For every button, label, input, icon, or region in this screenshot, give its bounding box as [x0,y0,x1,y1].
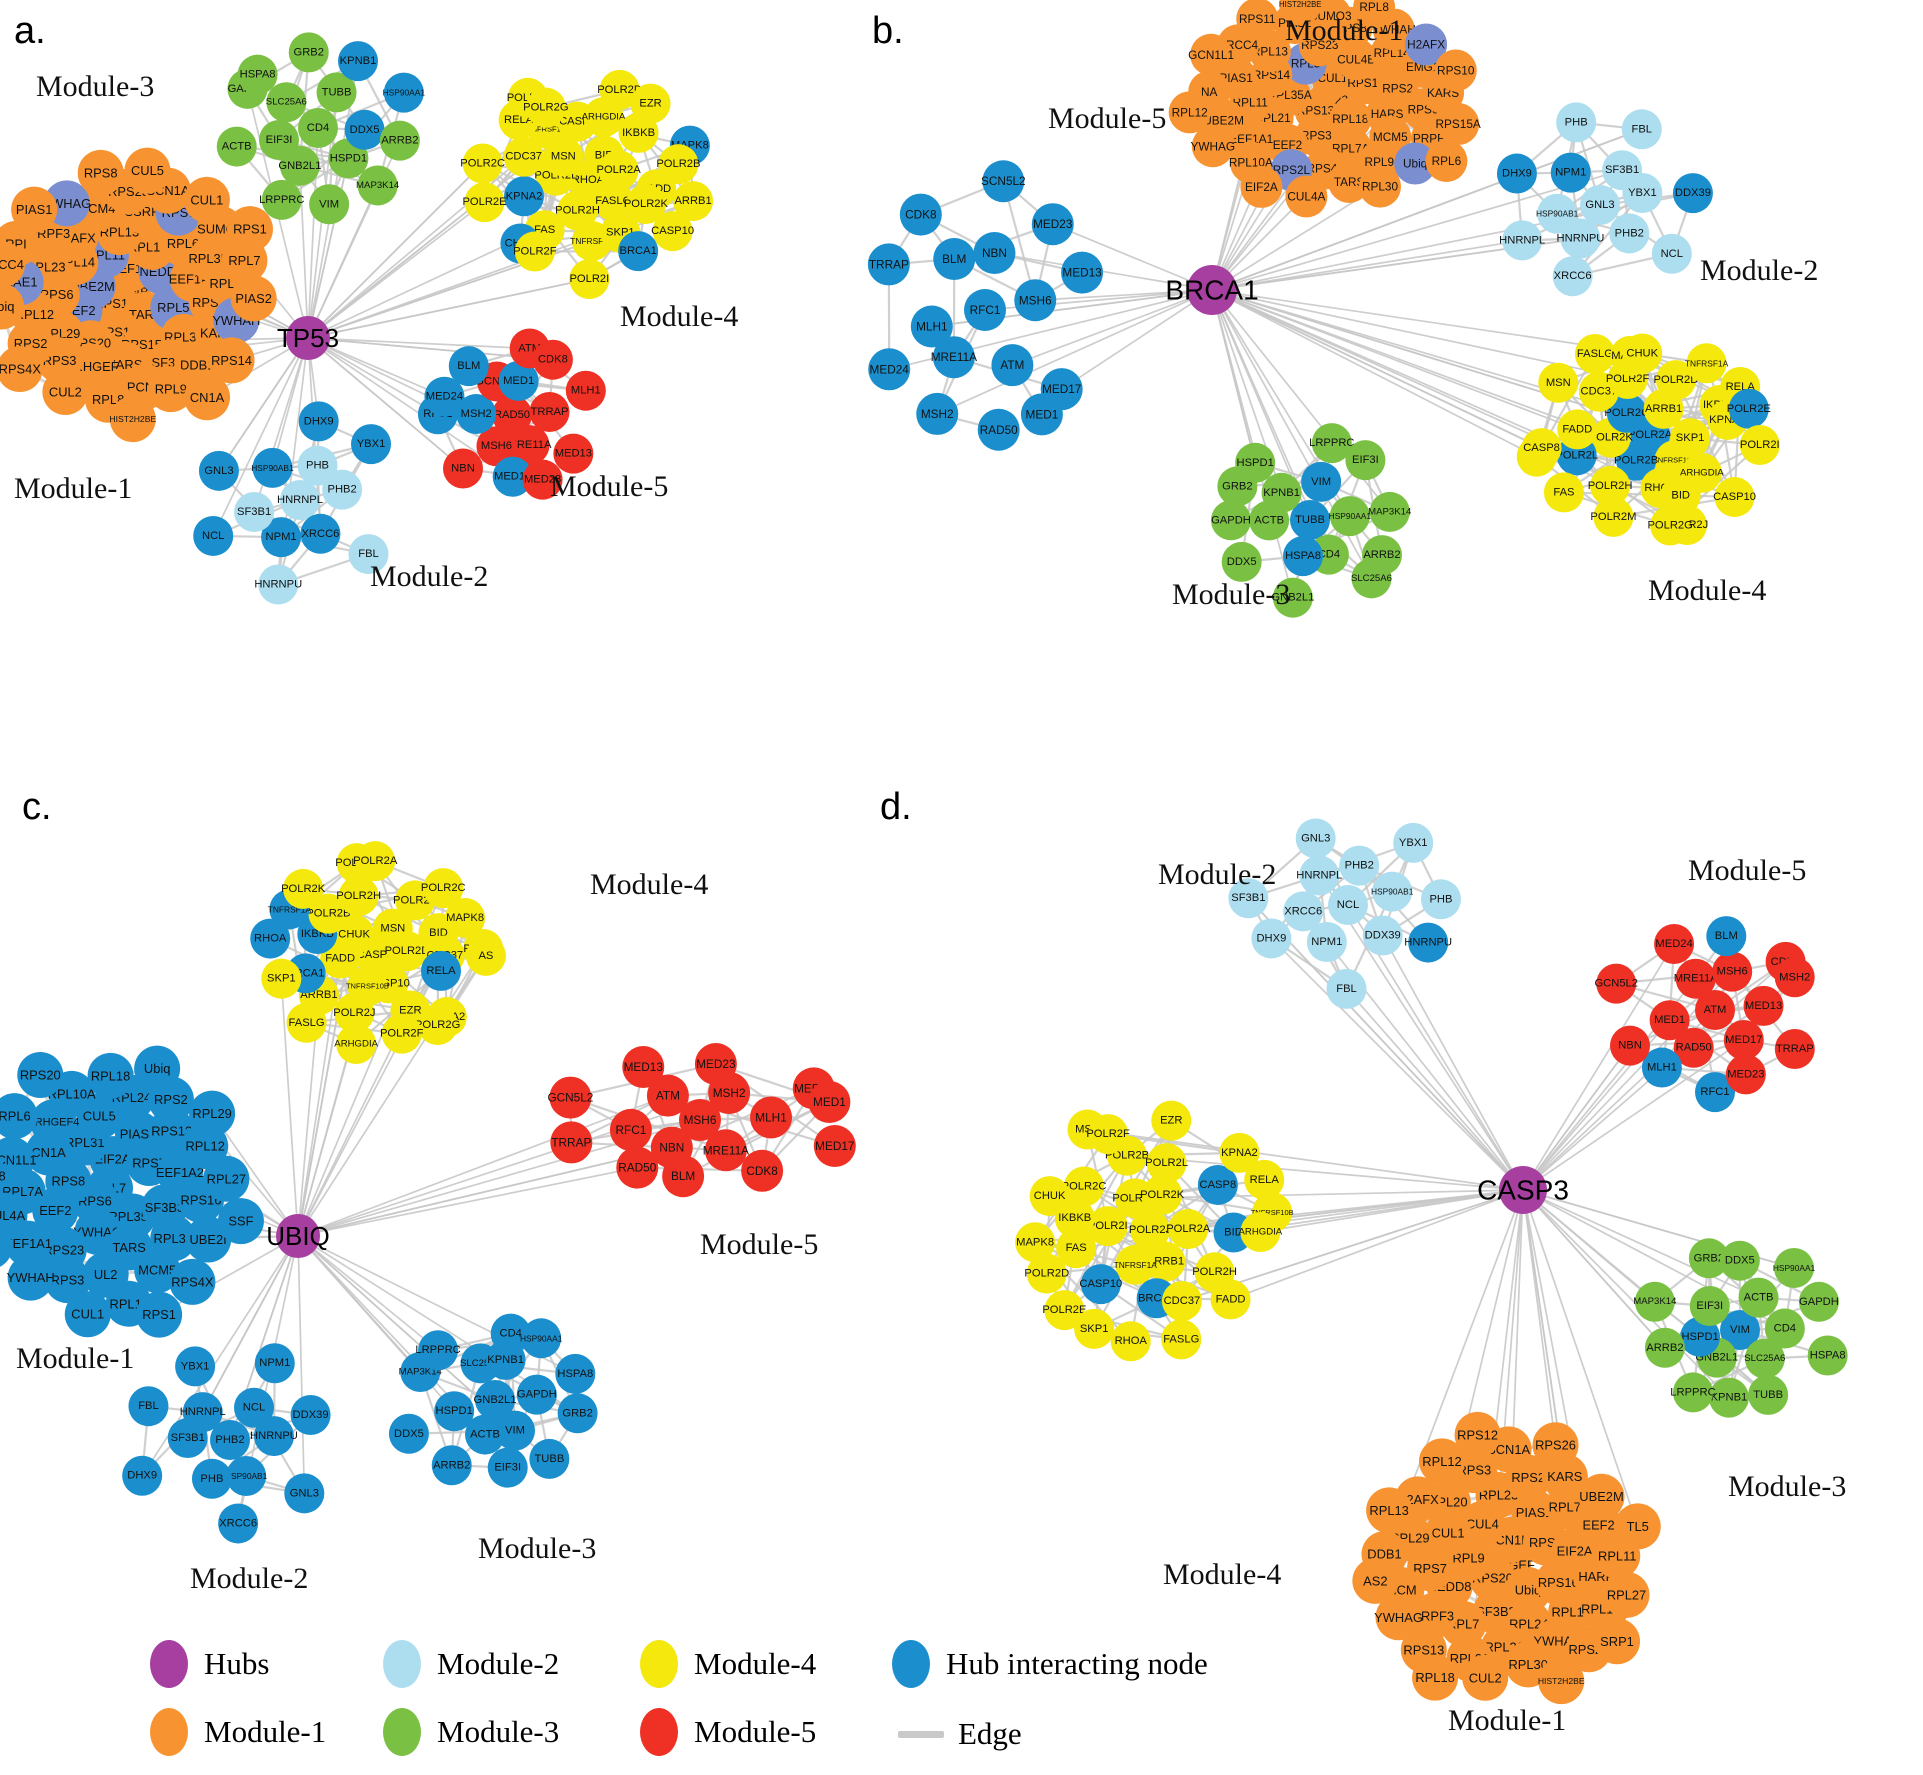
legend-label-hub-interacting-node: Hub interacting node [946,1646,1208,1681]
legend-item-module3: Module-3 [383,1708,559,1756]
legend-item-module5: Module-5 [640,1708,816,1756]
module-label-d-3: Module-3 [1728,1470,1847,1503]
module-label-c-4: Module-4 [590,868,709,901]
legend-label-hubs: Hubs [204,1646,270,1681]
module-label-d-5: Module-5 [1688,854,1807,887]
panel-letter-a: a. [14,10,46,52]
module-label-d-2: Module-2 [1158,858,1277,891]
module-label-c-5: Module-5 [700,1228,819,1261]
module-label-b-1: Module-1 [1285,14,1404,47]
legend-swatch-module5 [640,1708,678,1756]
legend-swatch-module2 [383,1640,421,1688]
module-label-a-5: Module-5 [550,470,669,503]
module-label-a-2: Module-2 [370,560,489,593]
legend-item-hubs: Hubs [150,1640,269,1688]
module-label-b-5: Module-5 [1048,102,1167,135]
legend-item-module4: Module-4 [640,1640,816,1688]
module-label-a-1: Module-1 [14,472,133,505]
legend-swatch-module4 [640,1640,678,1688]
legend-label-module4: Module-4 [694,1646,817,1681]
module-label-b-4: Module-4 [1648,574,1767,607]
legend-label-module5: Module-5 [694,1714,817,1749]
panel-letter-c: c. [22,786,52,828]
module-label-d-4: Module-4 [1163,1558,1282,1591]
module-label-a-4: Module-4 [620,300,739,333]
legend-swatch-edge [898,1730,944,1738]
legend-label-module2: Module-2 [437,1646,560,1681]
legend-item-module2: Module-2 [383,1640,559,1688]
legend-label-module3: Module-3 [437,1714,560,1749]
legend-swatch-hubs [150,1640,188,1688]
legend-item-module1: Module-1 [150,1708,326,1756]
legend-swatch-module1 [150,1708,188,1756]
legend-item-hub-interacting-node: Hub interacting node [892,1640,1208,1688]
module-label-c-3: Module-3 [478,1532,597,1565]
module-label-b-2: Module-2 [1700,254,1819,287]
panel-letter-d: d. [880,786,912,828]
module-label-b-3: Module-3 [1172,578,1291,611]
legend: Hubs Module-1 Module-2 Module-3 Module-4… [150,1640,1270,1770]
panel-letter-b: b. [872,10,904,52]
module-label-d-1: Module-1 [1448,1704,1567,1737]
legend-label-edge: Edge [958,1716,1022,1751]
module-label-c-1: Module-1 [16,1342,135,1375]
legend-label-module1: Module-1 [204,1714,327,1749]
legend-item-edge: Edge [898,1716,1022,1752]
legend-swatch-hub-interacting-node [892,1640,930,1688]
module-label-c-2: Module-2 [190,1562,309,1595]
module-label-a-3: Module-3 [36,70,155,103]
legend-swatch-module3 [383,1708,421,1756]
